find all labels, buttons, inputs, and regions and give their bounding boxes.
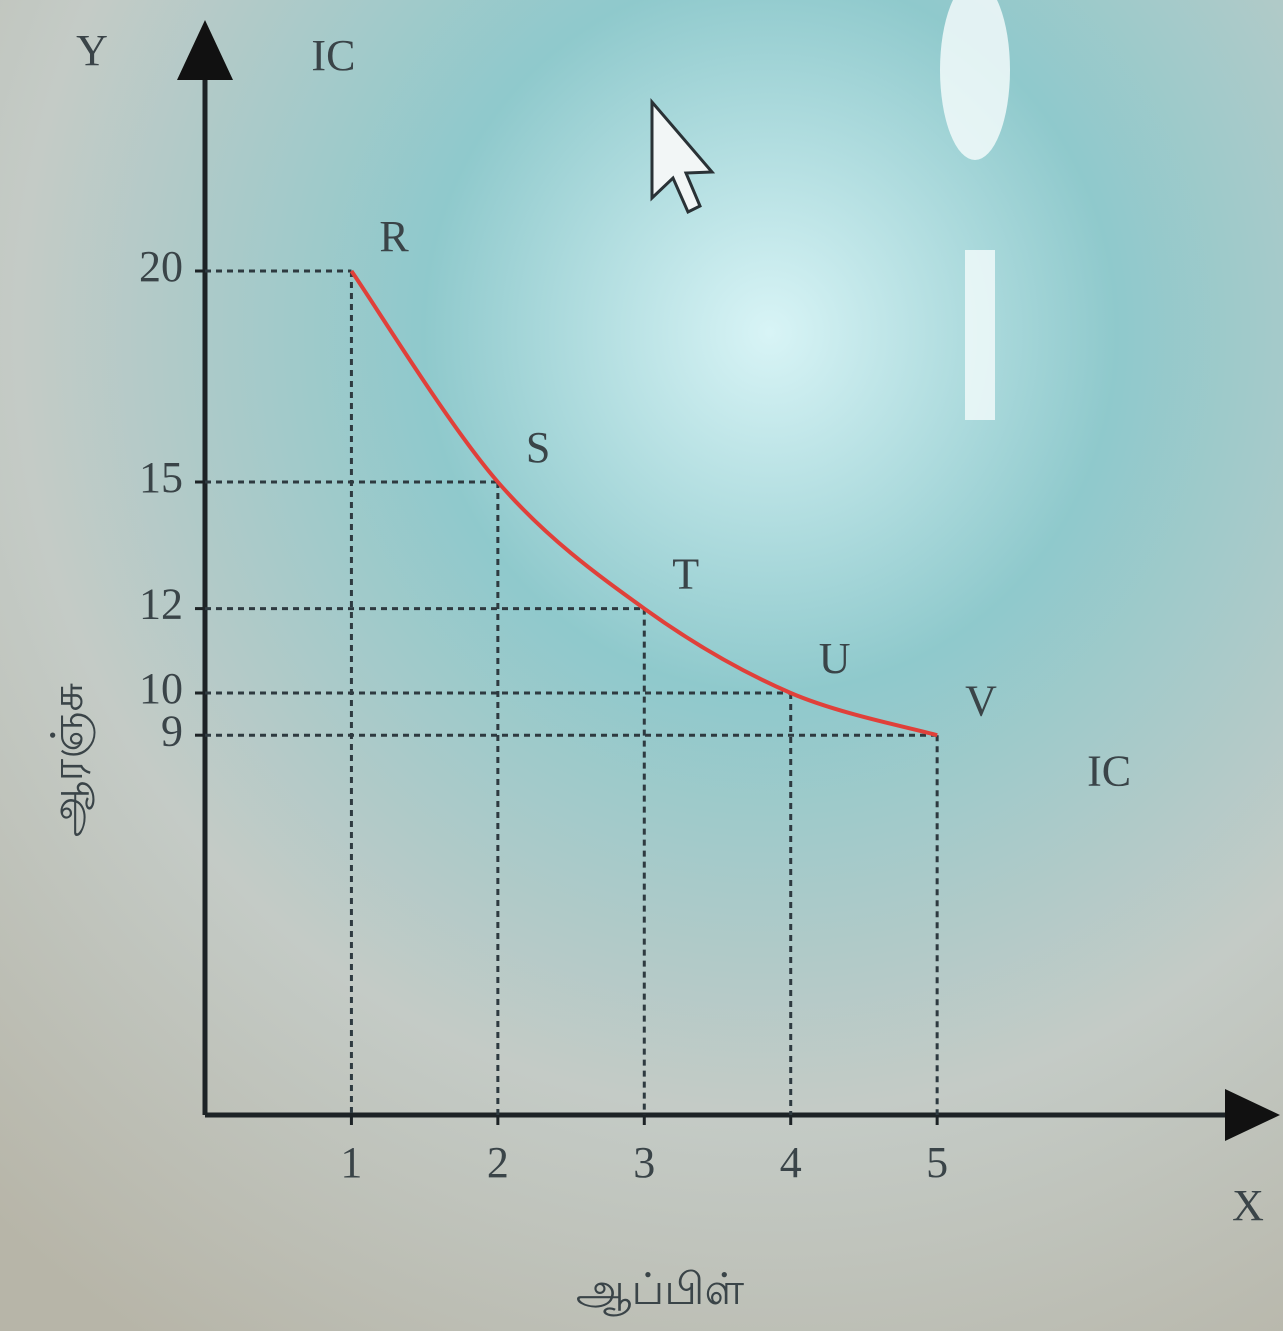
y-axis-letter: Y (76, 26, 108, 75)
y-tick-label: 15 (139, 453, 183, 502)
point-label: U (819, 634, 851, 683)
point-label: T (672, 550, 699, 599)
curve-label: IC (1087, 746, 1131, 795)
screen-glare (940, 0, 1010, 160)
screen-glare (965, 250, 995, 420)
x-axis-letter: X (1232, 1181, 1264, 1230)
x-tick-label: 4 (780, 1138, 802, 1187)
y-axis-arrow (177, 20, 233, 80)
y-axis-title: ஆரஞ்சு (42, 683, 96, 837)
mouse-cursor (650, 97, 716, 215)
y-tick-label: 12 (139, 580, 183, 629)
point-label: S (526, 423, 550, 472)
y-tick-label: 9 (161, 706, 183, 755)
x-tick-label: 3 (633, 1138, 655, 1187)
x-axis-arrow (1225, 1089, 1280, 1141)
x-tick-label: 2 (487, 1138, 509, 1187)
x-tick-label: 1 (340, 1138, 362, 1187)
x-axis-title: ஆப்பிள் (576, 1264, 745, 1316)
y-tick-label: 20 (139, 242, 183, 291)
curve-label: IC (311, 31, 355, 80)
point-label: V (965, 676, 997, 725)
y-tick-label: 10 (139, 664, 183, 713)
indifference-curve (349, 269, 938, 738)
point-label: R (379, 212, 409, 261)
x-tick-label: 5 (926, 1138, 948, 1187)
